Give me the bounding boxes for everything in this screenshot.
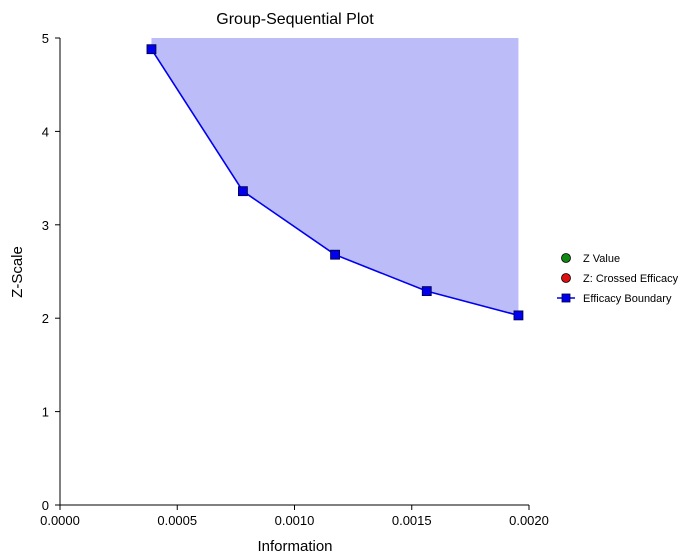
efficacy-boundary-point xyxy=(513,310,524,321)
legend-marker xyxy=(561,253,571,263)
efficacy-boundary-points xyxy=(146,44,524,321)
efficacy-boundary-point xyxy=(238,186,248,197)
efficacy-boundary-point xyxy=(146,44,157,55)
x-tick-label: 0.0005 xyxy=(157,513,197,528)
y-tick-label: 5 xyxy=(42,31,49,46)
efficacy-boundary-point xyxy=(330,249,340,260)
x-axis-label: Information xyxy=(257,538,332,555)
y-tick-label: 3 xyxy=(42,218,49,233)
efficacy-rejection-region xyxy=(151,38,519,316)
x-tick-label: 0.0010 xyxy=(275,513,315,528)
y-ticks: 0 1 2 3 4 5 xyxy=(42,31,60,513)
y-tick-label: 2 xyxy=(42,311,49,326)
legend-label: Z Value xyxy=(583,253,620,265)
chart-title: Group-Sequential Plot xyxy=(216,11,374,28)
legend: Z Value Z: Crossed Efficacy Efficacy Bound… xyxy=(557,253,679,305)
y-axis-label: Z-Scale xyxy=(9,246,26,298)
legend-label: Z: Crossed Efficacy xyxy=(583,273,679,285)
x-tick-label: 0.0000 xyxy=(40,513,80,528)
legend-label: Efficacy Boundary xyxy=(583,293,672,305)
legend-marker xyxy=(561,273,571,283)
x-tick-label: 0.0020 xyxy=(509,513,549,528)
y-tick-label: 4 xyxy=(42,124,49,139)
x-ticks: 0.0000 0.0005 0.0010 0.0015 0.0020 xyxy=(40,505,549,528)
x-tick-label: 0.0015 xyxy=(392,513,432,528)
efficacy-boundary-point xyxy=(421,286,432,297)
y-tick-label: 1 xyxy=(42,405,49,420)
legend-marker xyxy=(561,293,571,303)
y-tick-label: 0 xyxy=(42,498,49,513)
